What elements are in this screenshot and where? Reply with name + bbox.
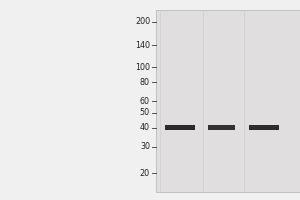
Text: 140: 140 (135, 41, 150, 50)
Text: 100: 100 (135, 63, 150, 72)
Text: B: B (219, 0, 225, 2)
Bar (156, 10, 300, 192)
Text: 30: 30 (140, 142, 150, 151)
Bar (249, 125, 279, 130)
Text: 80: 80 (140, 78, 150, 87)
Text: C: C (261, 0, 267, 2)
Bar (165, 125, 195, 130)
Text: 40: 40 (140, 123, 150, 132)
Text: 50: 50 (140, 108, 150, 117)
Text: A: A (177, 0, 183, 2)
Bar (208, 125, 236, 130)
Text: 20: 20 (140, 169, 150, 178)
Text: kDa: kDa (132, 0, 153, 2)
Text: 60: 60 (140, 97, 150, 106)
Text: 200: 200 (135, 17, 150, 26)
